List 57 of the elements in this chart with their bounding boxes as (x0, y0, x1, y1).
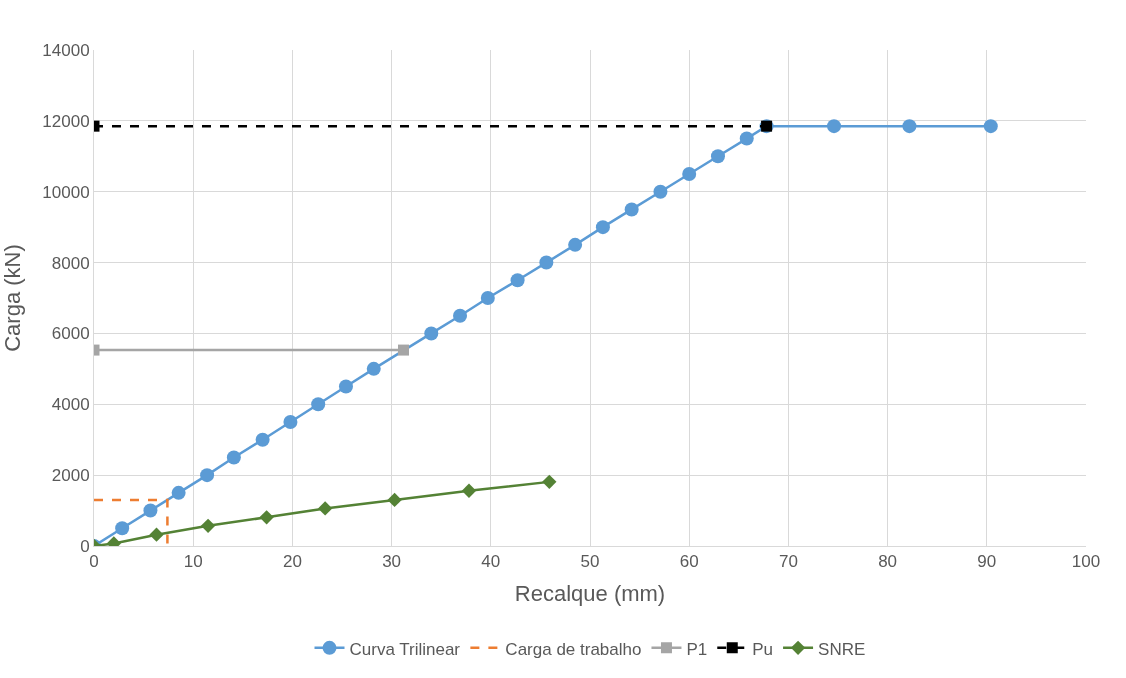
point (568, 237, 583, 252)
legend-label: SNRE (818, 639, 866, 659)
legend-label: P1 (686, 639, 708, 659)
x-tick-label: 40 (481, 552, 501, 572)
point (902, 119, 917, 134)
x-tick-label: 50 (580, 552, 600, 572)
y-tick-label: 4000 (51, 395, 90, 415)
point (624, 202, 639, 217)
y-tick-label: 0 (80, 536, 90, 556)
x-tick-label: 80 (878, 552, 898, 572)
point (143, 503, 158, 518)
legend-label: Curva Trilinear (349, 639, 461, 659)
point (283, 415, 298, 429)
point (311, 397, 326, 412)
point (200, 518, 216, 533)
point (827, 119, 842, 134)
legend-label: Carga de trabalho (505, 639, 642, 659)
point (149, 527, 164, 542)
point (366, 361, 381, 376)
point (983, 119, 998, 134)
point (453, 308, 468, 323)
point (510, 273, 525, 288)
point (338, 379, 353, 394)
point (539, 255, 554, 270)
x-tick-label: 90 (977, 552, 997, 572)
point (226, 450, 241, 465)
point (259, 510, 274, 525)
point (387, 492, 402, 508)
x-tick-label: 70 (778, 552, 798, 572)
point (115, 521, 130, 536)
point (739, 131, 754, 146)
x-axis-title: Recalque (mm) (514, 581, 666, 607)
y-tick-label: 10000 (42, 182, 90, 202)
y-tick-label: 2000 (51, 466, 90, 486)
point (317, 501, 333, 516)
point (200, 468, 215, 483)
y-tick-label: 12000 (42, 111, 90, 131)
x-tick-label: 100 (1071, 552, 1101, 572)
y-tick-label: 6000 (51, 324, 90, 344)
y-axis-title: Carga (kN) (0, 244, 26, 352)
point (461, 483, 477, 498)
point (682, 167, 697, 181)
point (255, 432, 270, 447)
point (653, 184, 668, 199)
y-tick-label: 8000 (51, 253, 90, 273)
point (480, 291, 495, 305)
point (710, 149, 725, 164)
point (542, 474, 557, 490)
point (424, 326, 439, 341)
x-tick-label: 20 (282, 552, 302, 572)
y-tick-label: 14000 (42, 40, 90, 60)
point (171, 485, 186, 500)
point (595, 220, 610, 235)
legend-label: Pu (752, 639, 774, 659)
x-tick-label: 60 (679, 552, 699, 572)
x-tick-label: 10 (183, 552, 203, 572)
x-tick-label: 30 (382, 552, 402, 572)
